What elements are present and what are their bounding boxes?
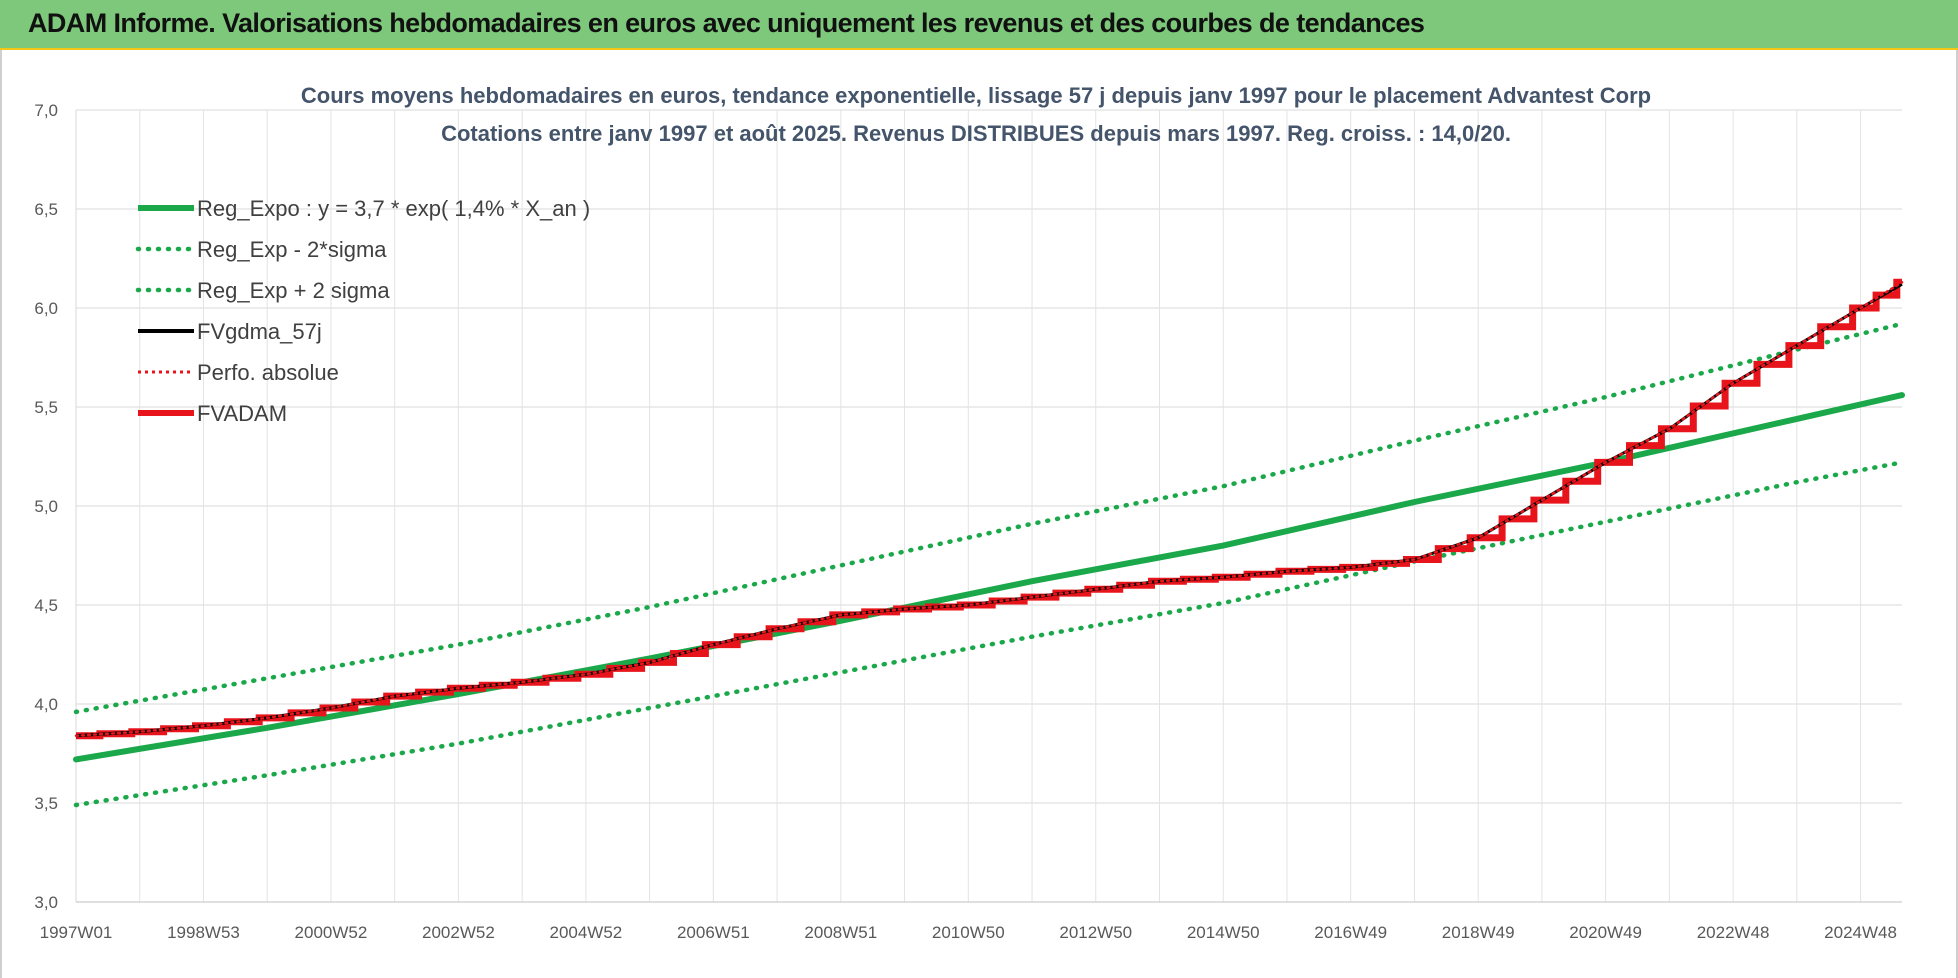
- x-tick-label: 2010W50: [932, 923, 1005, 942]
- x-tick-label: 2018W49: [1442, 923, 1515, 942]
- x-tick-label: 2022W48: [1697, 923, 1770, 942]
- y-tick-label: 5,0: [34, 497, 58, 516]
- series-reg-expo: [73, 392, 1905, 763]
- x-tick-label: 1997W01: [40, 923, 113, 942]
- chart-frame: [0, 50, 1958, 978]
- y-tick-label: 6,5: [34, 200, 58, 219]
- page-title: ADAM Informe. Valorisations hebdomadaire…: [28, 8, 1425, 38]
- legend-fvadam-label: FVADAM: [197, 401, 287, 426]
- x-tick-label: 2000W52: [295, 923, 368, 942]
- y-tick-label: 7,0: [34, 101, 58, 120]
- y-tick-label: 4,5: [34, 596, 58, 615]
- legend-reg-exp-plus-2sigma-label: Reg_Exp + 2 sigma: [197, 278, 390, 303]
- x-tick-label: 2006W51: [677, 923, 750, 942]
- axis-labels: 3,0 3,5 4,0 4,5 5,0 5,5 6,0 6,5 7,0 1997W01 1998W5…: [34, 101, 1897, 942]
- legend: Reg_Expo : y = 3,7 * exp( 1,4% * X_an ) R…: [135, 196, 590, 426]
- y-tick-label: 6,0: [34, 299, 58, 318]
- chart-title-line-1: Cours moyens hebdomadaires en euros, ten…: [301, 83, 1651, 108]
- y-tick-label: 5,5: [34, 398, 58, 417]
- x-tick-label: 2016W49: [1314, 923, 1387, 942]
- y-tick-label: 4,0: [34, 695, 58, 714]
- x-tick-label: 2014W50: [1187, 923, 1260, 942]
- y-tick-label: 3,0: [34, 893, 58, 912]
- series-perfo-absolue: [74, 281, 1904, 737]
- x-tick-label: 2004W52: [549, 923, 622, 942]
- series-fvadam: [76, 278, 1902, 740]
- x-tick-label: 2008W51: [804, 923, 877, 942]
- legend-reg-exp-minus-2sigma-label: Reg_Exp - 2*sigma: [197, 237, 387, 262]
- series-layer: [73, 278, 1905, 808]
- x-tick-label: 2002W52: [422, 923, 495, 942]
- legend-fvgdma-57j-label: FVgdma_57j: [197, 319, 322, 344]
- series-fvgdma-57j: [75, 282, 1903, 738]
- x-tick-label: 2020W49: [1569, 923, 1642, 942]
- chart-title-line-2: Cotations entre janv 1997 et août 2025. …: [441, 121, 1511, 146]
- header-banner: ADAM Informe. Valorisations hebdomadaire…: [0, 0, 1958, 50]
- legend-perfo-absolue-label: Perfo. absolue: [197, 360, 339, 385]
- grid: [75, 109, 1902, 903]
- x-tick-label: 2012W50: [1059, 923, 1132, 942]
- series-reg-exp-minus-2sigma: [73, 460, 1905, 808]
- x-tick-label: 2024W48: [1824, 923, 1897, 942]
- legend-reg-expo-label: Reg_Expo : y = 3,7 * exp( 1,4% * X_an ): [197, 196, 590, 221]
- x-tick-label: 1998W53: [167, 923, 240, 942]
- y-tick-label: 3,5: [34, 794, 58, 813]
